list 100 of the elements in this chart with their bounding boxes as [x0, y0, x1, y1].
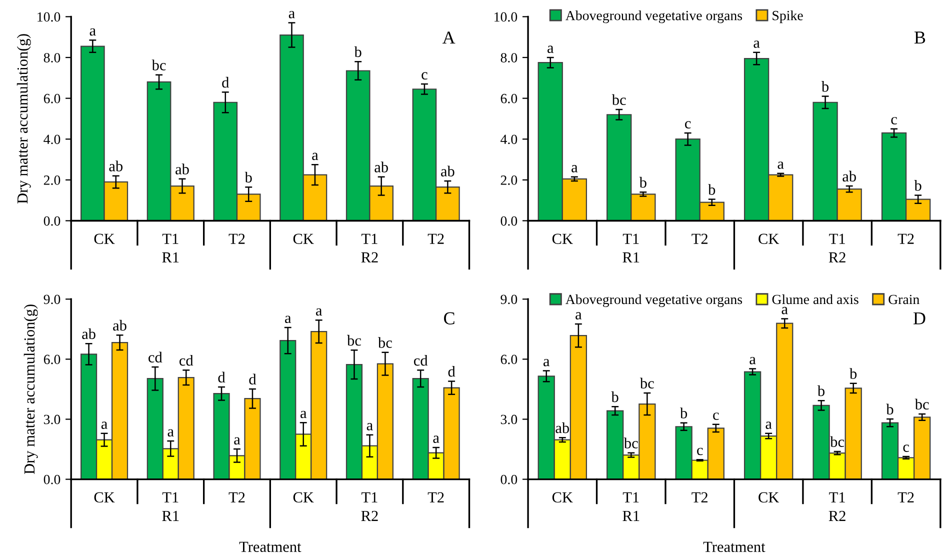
y-tick-label: 2.0 [44, 176, 60, 185]
x-tick-label: CK [94, 234, 115, 244]
text: R2 [828, 510, 846, 521]
data-label: a [754, 40, 760, 48]
x-tick-label: T1 [362, 234, 378, 244]
data-label: a [750, 356, 756, 364]
data-label: cd [179, 354, 194, 366]
y-tick-label: 2.0 [500, 176, 518, 185]
y-tick-label: 0.0 [44, 474, 60, 484]
data-label: b [817, 385, 825, 396]
data-label: a [544, 358, 550, 366]
x-tick-label: T1 [829, 492, 845, 502]
y-tick-label: 3.0 [500, 414, 518, 424]
data-label: bc [914, 398, 929, 410]
y-tick-label: 9.0 [500, 294, 518, 304]
x-tick-label: T1 [829, 234, 845, 244]
x-tick-label: T2 [692, 234, 708, 244]
data-label: b [244, 172, 252, 183]
x-tick-label: T2 [428, 492, 444, 502]
text: R2 [361, 252, 378, 262]
legend-label: Grain [888, 294, 920, 304]
data-label: c [697, 448, 703, 456]
data-label: d [222, 76, 230, 88]
data-label: a [316, 308, 322, 316]
x-tick-label: T2 [428, 234, 444, 244]
data-label: b [611, 391, 618, 402]
data-label: b [354, 46, 362, 58]
text: R2 [828, 252, 846, 262]
legend-label: Aboveground vegetative organs [566, 294, 742, 308]
y-tick-label: 6.0 [500, 94, 518, 104]
data-label: ab [556, 422, 570, 434]
y-tick-label: 9.0 [44, 294, 60, 304]
data-label: bc [347, 334, 361, 346]
y-tick-label: 6.0 [44, 94, 60, 104]
x-tick-label: CK [552, 492, 573, 503]
data-label: ab [113, 320, 126, 331]
x-tick-label: CK [758, 492, 780, 503]
x-tick-label: T2 [228, 234, 245, 244]
y-tick-label: 0.0 [500, 474, 518, 484]
data-label: bc [378, 337, 392, 348]
data-label: ab [374, 162, 388, 172]
data-label: a [576, 312, 582, 320]
data-label: c [685, 121, 691, 128]
data-label: ab [842, 170, 856, 182]
data-label: b [821, 81, 829, 92]
x-tick-label: T2 [692, 492, 708, 502]
data-label: ab [109, 160, 123, 172]
y-tick-label: 3.0 [44, 414, 60, 424]
legend-label: Glume and axis [772, 294, 858, 304]
data-label: a [778, 162, 784, 169]
data-label: d [448, 366, 456, 377]
text: R1 [622, 510, 640, 521]
data-label: a [168, 429, 174, 437]
y-tick-label: 8.0 [44, 53, 60, 63]
data-label: bc [612, 94, 626, 106]
x-tick-label: CK [293, 492, 314, 503]
text: R1 [162, 252, 179, 262]
data-label: a [288, 10, 295, 18]
data-label: ab [176, 164, 189, 174]
data-label: a [572, 165, 578, 172]
x-tick-label: T1 [362, 492, 378, 502]
data-label: a [548, 46, 554, 53]
x-tick-label: T1 [622, 234, 639, 244]
data-label: bc [152, 60, 166, 70]
y-tick-label: 10.0 [38, 12, 60, 22]
data-label: bc [830, 436, 844, 447]
data-label: b [680, 408, 688, 418]
x-tick-label: T2 [228, 492, 245, 502]
data-label: a [312, 152, 318, 160]
data-label: c [891, 117, 897, 124]
y-axis-title: Dry matter accumulation(g) [16, 34, 31, 204]
y-axis-title: Dry matter accumulation(g) [24, 304, 38, 474]
x-axis-title: Treatment [239, 542, 302, 552]
legend-label: Spike [772, 10, 803, 24]
data-label: a [285, 316, 292, 324]
legend-label: Aboveground vegetative organs [566, 10, 742, 24]
y-tick-label: 10.0 [494, 12, 518, 22]
data-label: a [90, 28, 96, 36]
data-label: a [234, 437, 240, 445]
data-label: a [766, 422, 772, 429]
data-label: b [850, 368, 857, 379]
data-label: bc [624, 438, 638, 448]
y-tick-label: 4.0 [44, 134, 60, 144]
x-tick-label: T1 [622, 492, 639, 502]
y-tick-label: 8.0 [500, 53, 518, 63]
x-tick-label: T2 [898, 234, 914, 244]
y-tick-label: 0.0 [44, 216, 60, 226]
y-tick-label: 6.0 [500, 354, 518, 364]
x-tick-label: CK [94, 492, 115, 503]
text: B [914, 32, 926, 44]
data-label: bc [640, 378, 654, 389]
data-label: cd [148, 352, 162, 362]
data-label: d [249, 374, 256, 385]
x-tick-label: CK [293, 234, 314, 244]
data-label: d [218, 372, 226, 383]
y-tick-label: 4.0 [500, 134, 518, 144]
data-label: b [914, 180, 922, 191]
data-label: a [433, 436, 440, 443]
text: R2 [361, 510, 378, 521]
x-tick-label: CK [552, 234, 573, 244]
